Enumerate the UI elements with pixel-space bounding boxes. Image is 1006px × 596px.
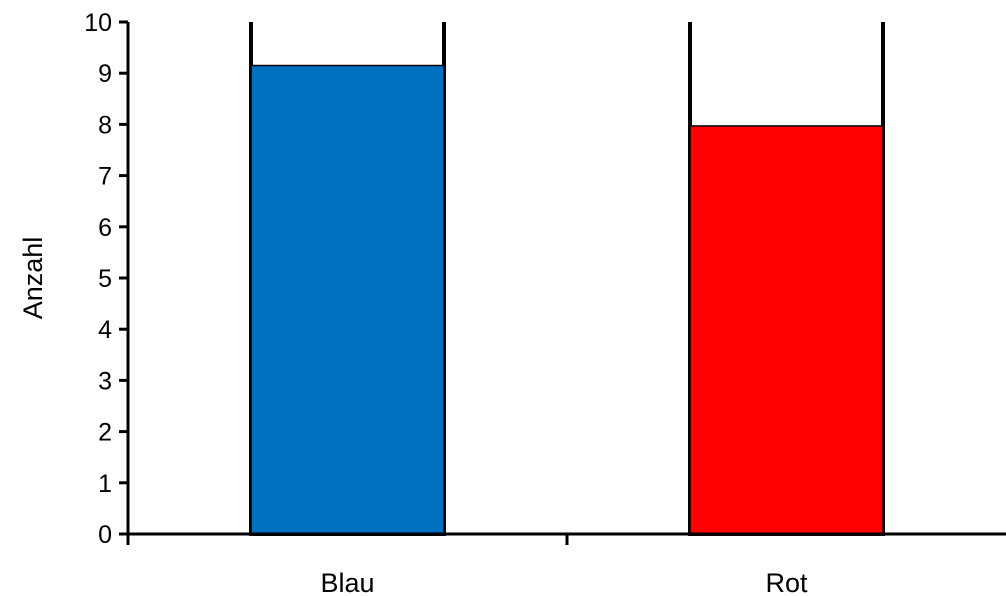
y-tick-label-5: 5 (98, 265, 112, 293)
bar-blau (250, 64, 445, 535)
y-tick-label-7: 7 (98, 163, 112, 191)
y-tick-label-8: 8 (98, 111, 112, 139)
bar-rot (689, 125, 884, 535)
y-tick-label-9: 9 (98, 60, 112, 88)
category-label-blau: Blau (320, 568, 374, 596)
x-axis (126, 532, 1006, 545)
y-tick-label-3: 3 (98, 367, 112, 395)
y-tick-label-6: 6 (98, 214, 112, 242)
y-axis: 0 1 2 3 4 5 6 7 8 9 10 (84, 9, 130, 549)
y-tick-label-0: 0 (98, 521, 112, 549)
y-tick-label-4: 4 (98, 316, 112, 344)
bars (250, 64, 884, 535)
category-label-rot: Rot (765, 568, 808, 596)
category-labels: Blau Rot (320, 568, 808, 596)
y-axis-label: Anzahl (18, 237, 48, 320)
y-tick-label-10: 10 (84, 9, 112, 37)
y-tick-label-2: 2 (98, 419, 112, 447)
y-tick-label-1: 1 (98, 470, 112, 498)
